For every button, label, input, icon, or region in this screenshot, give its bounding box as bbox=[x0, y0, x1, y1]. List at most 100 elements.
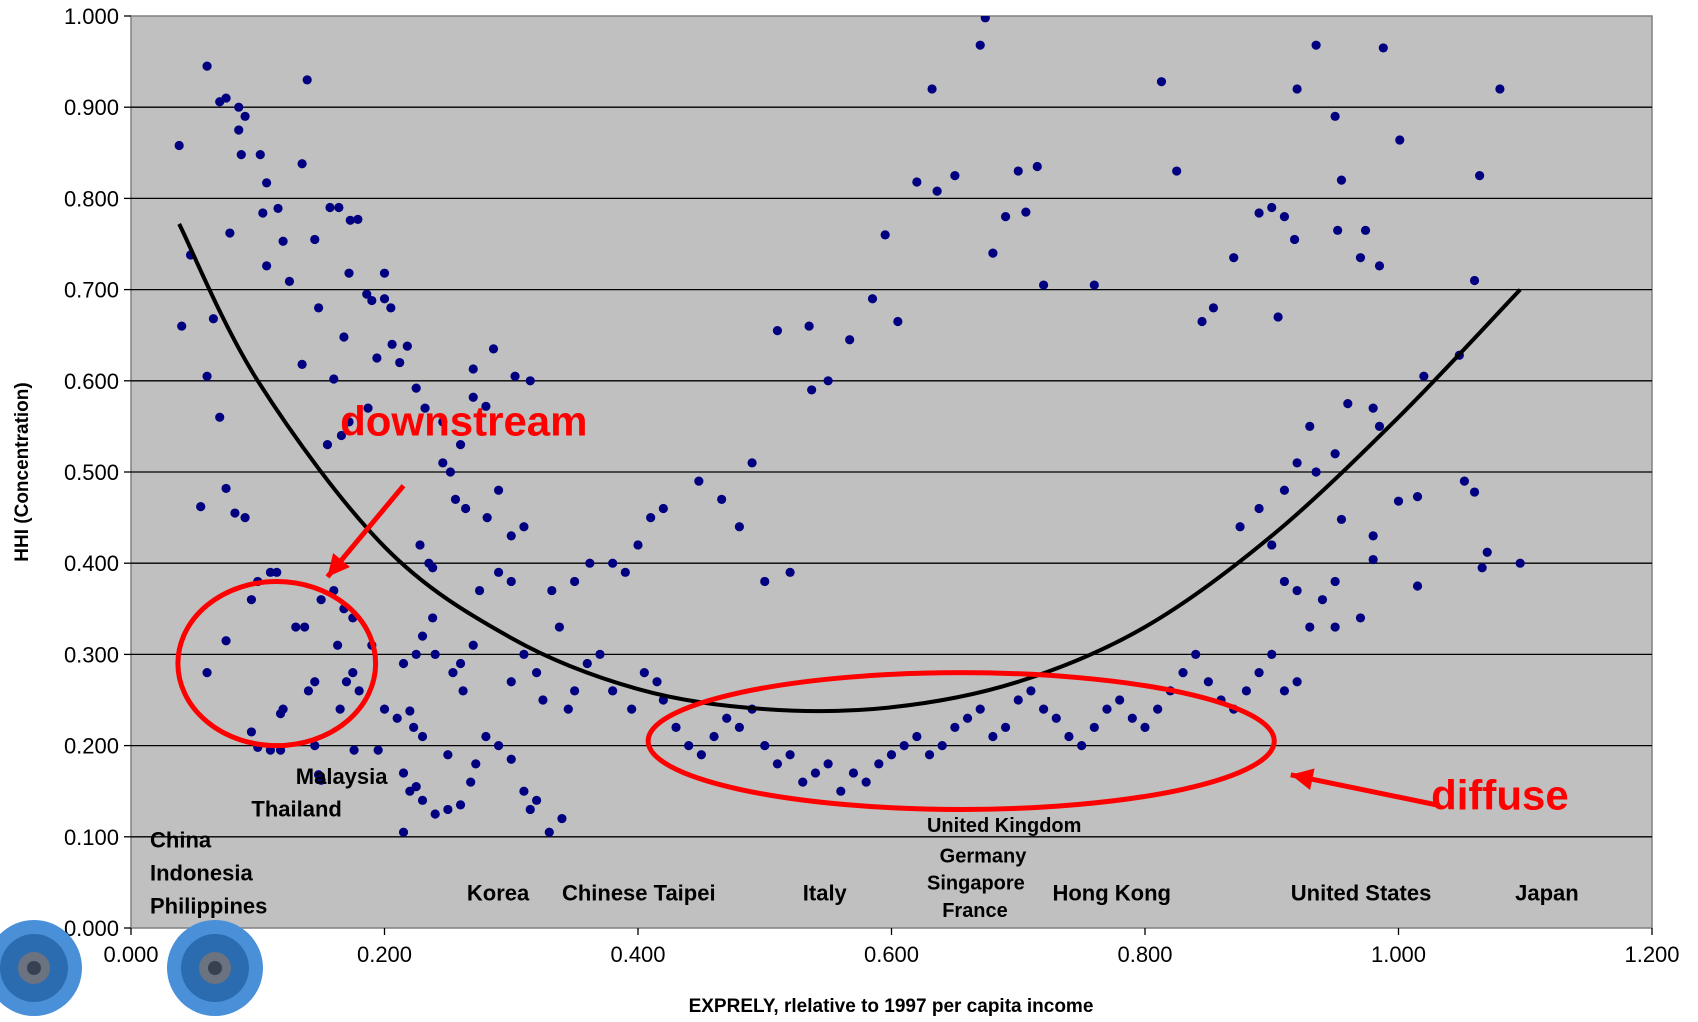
data-point bbox=[1330, 576, 1340, 587]
data-point bbox=[1032, 161, 1042, 172]
data-point bbox=[468, 392, 478, 402]
data-point bbox=[1317, 595, 1328, 605]
data-point bbox=[519, 786, 529, 796]
data-point bbox=[1469, 275, 1480, 286]
data-point bbox=[348, 668, 358, 678]
data-point bbox=[734, 722, 745, 732]
data-point bbox=[236, 150, 246, 160]
data-point bbox=[471, 759, 481, 769]
data-point bbox=[1368, 554, 1378, 565]
data-point bbox=[684, 741, 694, 751]
data-point bbox=[772, 326, 783, 336]
data-point bbox=[420, 403, 430, 413]
data-point bbox=[438, 458, 448, 468]
data-point bbox=[1305, 421, 1315, 431]
data-point bbox=[1013, 695, 1023, 705]
x-tick-label: 1.200 bbox=[1624, 942, 1679, 967]
data-point bbox=[1178, 668, 1188, 678]
data-point bbox=[760, 741, 770, 751]
data-point bbox=[398, 658, 409, 669]
data-point bbox=[225, 228, 235, 238]
data-point bbox=[1102, 704, 1112, 714]
data-point bbox=[450, 494, 461, 504]
data-point bbox=[334, 202, 344, 213]
data-point bbox=[544, 827, 554, 837]
diffuse-highlight-ellipse bbox=[645, 670, 1277, 812]
data-point bbox=[448, 668, 458, 678]
data-point bbox=[402, 341, 412, 351]
data-point bbox=[570, 576, 580, 587]
data-point bbox=[455, 658, 466, 669]
country-label: United States bbox=[1291, 881, 1432, 906]
data-point bbox=[1336, 514, 1347, 525]
data-point bbox=[1395, 135, 1405, 145]
data-point bbox=[886, 750, 897, 760]
data-point bbox=[519, 522, 529, 532]
data-point bbox=[468, 364, 478, 374]
data-point bbox=[240, 513, 250, 523]
data-point bbox=[468, 640, 478, 650]
data-point bbox=[975, 40, 985, 50]
downstream-arrow bbox=[325, 484, 406, 579]
data-point bbox=[627, 704, 637, 714]
data-point bbox=[344, 417, 354, 427]
data-point bbox=[297, 359, 307, 369]
y-tick-label: 1.000 bbox=[64, 4, 119, 29]
data-point bbox=[417, 795, 428, 805]
gear-icon bbox=[167, 920, 263, 1016]
y-tick-label: 0.600 bbox=[64, 369, 119, 394]
data-point bbox=[1279, 485, 1290, 495]
data-point bbox=[1475, 171, 1485, 181]
data-point bbox=[1311, 40, 1321, 50]
data-point bbox=[246, 595, 257, 605]
data-point bbox=[880, 230, 890, 240]
data-point bbox=[1419, 371, 1429, 381]
data-point bbox=[1393, 496, 1404, 506]
data-point bbox=[278, 236, 288, 246]
data-point bbox=[202, 371, 212, 381]
data-point bbox=[1279, 212, 1290, 222]
data-point bbox=[300, 622, 310, 632]
data-point bbox=[1343, 399, 1353, 409]
country-label: China bbox=[150, 828, 212, 853]
data-point bbox=[848, 768, 859, 778]
data-point bbox=[912, 177, 922, 187]
data-point bbox=[1368, 531, 1378, 541]
data-point bbox=[329, 374, 339, 384]
y-tick-label: 0.400 bbox=[64, 551, 119, 576]
country-label: Thailand bbox=[251, 797, 341, 822]
data-point bbox=[493, 567, 504, 577]
data-point bbox=[196, 502, 206, 512]
data-point bbox=[493, 485, 504, 495]
data-point bbox=[1013, 166, 1023, 176]
data-point bbox=[1292, 458, 1302, 468]
data-point bbox=[932, 186, 942, 196]
data-point bbox=[1355, 613, 1366, 623]
country-label: Germany bbox=[940, 845, 1028, 867]
data-point bbox=[1267, 649, 1277, 660]
data-point bbox=[1368, 403, 1378, 413]
data-point bbox=[867, 294, 878, 304]
data-point bbox=[807, 385, 817, 395]
data-point bbox=[696, 750, 706, 760]
country-label: Malaysia bbox=[296, 764, 388, 789]
data-point bbox=[1197, 316, 1207, 327]
data-point bbox=[398, 768, 409, 778]
data-point bbox=[633, 540, 643, 550]
data-point bbox=[1089, 280, 1099, 290]
gridlines bbox=[124, 15, 1653, 935]
data-point bbox=[1026, 686, 1036, 696]
data-point bbox=[1333, 225, 1343, 235]
data-point bbox=[313, 303, 324, 313]
data-point bbox=[1279, 686, 1290, 696]
data-point bbox=[899, 741, 909, 751]
data-point bbox=[1254, 503, 1264, 514]
data-point bbox=[1267, 202, 1277, 213]
data-point bbox=[341, 677, 352, 687]
data-point bbox=[221, 483, 231, 494]
y-tick-label: 0.700 bbox=[64, 278, 119, 303]
data-point bbox=[445, 467, 456, 477]
data-point bbox=[927, 84, 937, 94]
data-point bbox=[474, 585, 485, 596]
data-point bbox=[950, 722, 960, 732]
